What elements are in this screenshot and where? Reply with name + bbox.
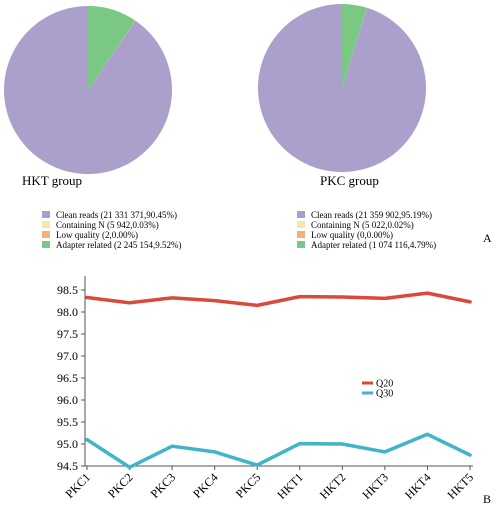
y-tick-label: 97.0 [57, 349, 78, 363]
slice-adapter-related [88, 5, 136, 90]
y-tick-label: 98.0 [57, 305, 78, 319]
legend-item-q30: Q30 [362, 389, 393, 400]
legend-swatch [297, 221, 305, 228]
legend-item-low-quality: Low quality (0,0.00%) [297, 230, 393, 240]
x-tick-label: HKT1 [274, 470, 306, 502]
panel-label-b: B [483, 492, 491, 506]
slice-clean-reads [4, 6, 173, 174]
x-tick-label: PKC3 [148, 470, 179, 501]
legend-label: Q20 [376, 379, 393, 390]
legend-item-containing-n: Containing N (5 022,0.02%) [297, 220, 414, 230]
legend-swatch [297, 211, 305, 218]
legend-item-adapter-related: Adapter related (2 245 154,9.52%) [42, 240, 181, 250]
legend-label: Containing N (5 022,0.02%) [311, 220, 414, 230]
legend-item-adapter-related: Adapter related (1 074 116,4.79%) [297, 240, 436, 250]
legend-item-clean-reads: Clean reads (21 331 371,90.45%) [42, 210, 177, 220]
series-line-q20 [85, 291, 472, 308]
legend-label: Low quality (2,0.00%) [56, 230, 138, 240]
legend-swatch [42, 211, 50, 218]
pie-title-pkc: PKC group [320, 173, 379, 188]
legend-swatch [42, 241, 50, 248]
legend-swatch [42, 231, 50, 238]
legend-swatch [297, 231, 305, 238]
y-tick-label: 97.5 [57, 327, 78, 341]
pie-chart-pkc [257, 3, 426, 173]
x-tick-label: HKT3 [359, 470, 391, 502]
legend-swatch [297, 241, 305, 248]
legend-label: Containing N (5 942,0.03%) [56, 220, 159, 230]
legend-pkc: Clean reads (21 359 902,95.19%)Containin… [297, 210, 436, 250]
legend-item-containing-n: Containing N (5 942,0.03%) [42, 220, 159, 230]
y-tick-label: 96.5 [57, 371, 78, 385]
slice-adapter-related [342, 4, 367, 88]
legend-hkt: Clean reads (21 331 371,90.45%)Containin… [42, 210, 181, 250]
series-line-q30 [85, 432, 472, 470]
legend-label: Adapter related (2 245 154,9.52%) [56, 240, 181, 250]
line-chart-quality: 94.5 95.0 95.5 96.0 96.5 97.0 97.5 98.0 98.5 PKC1… [57, 276, 476, 502]
x-tick-label: HKT2 [317, 470, 349, 502]
legend-swatch [42, 221, 50, 228]
legend-label: Adapter related (1 074 116,4.79%) [311, 240, 436, 250]
y-tick-label: 95.0 [57, 437, 78, 451]
legend-label: Clean reads (21 331 371,90.45%) [56, 210, 177, 220]
y-tick-label: 96.0 [57, 393, 78, 407]
legend-label: Clean reads (21 359 902,95.19%) [311, 210, 432, 220]
x-tick-label: PKC1 [62, 470, 93, 501]
y-tick-label: 94.5 [57, 459, 78, 473]
legend-label: Q30 [376, 389, 393, 400]
x-tick-label: PKC5 [233, 470, 264, 501]
slice-containing-n [342, 7, 367, 89]
slice-clean-reads [257, 3, 426, 173]
pie-chart-hkt [4, 5, 173, 174]
x-tick-label: HKT4 [402, 470, 434, 502]
legend-item-clean-reads: Clean reads (21 359 902,95.19%) [297, 210, 432, 220]
pie-title-hkt: HKT group [22, 173, 82, 188]
y-tick-label: 95.5 [57, 415, 78, 429]
y-tick-label: 98.5 [57, 283, 78, 297]
slice-containing-n [88, 20, 136, 90]
panel-label-a: A [483, 231, 492, 245]
x-tick-label: HKT5 [445, 470, 477, 502]
legend-item-q20: Q20 [362, 379, 393, 390]
x-tick-label: PKC2 [105, 470, 136, 501]
legend-item-low-quality: Low quality (2,0.00%) [42, 230, 138, 240]
x-tick-label: PKC4 [190, 470, 221, 501]
legend-label: Low quality (0,0.00%) [311, 230, 393, 240]
